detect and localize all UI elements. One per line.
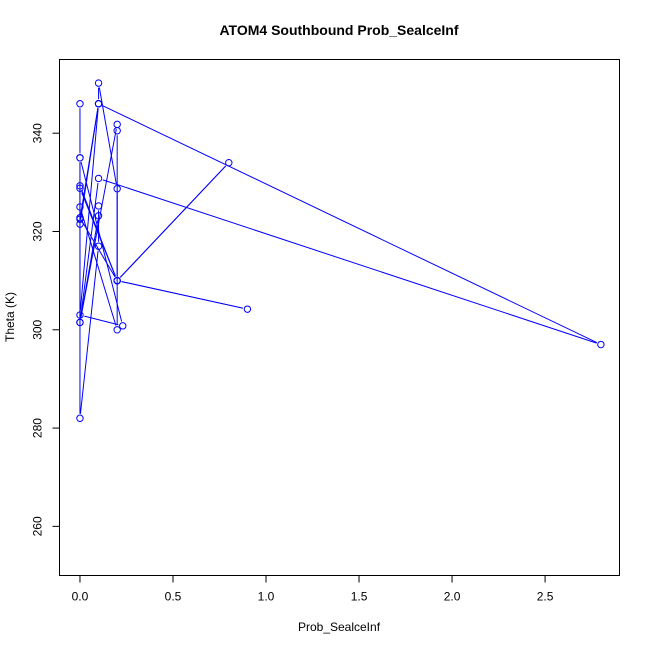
series-line-segment [102, 105, 598, 344]
data-point [113, 326, 121, 334]
x-tick-label: 0.0 [72, 590, 89, 604]
x-tick-label: 1.0 [258, 590, 275, 604]
plot-frame [59, 59, 620, 576]
data-point [76, 414, 84, 422]
series-line-segment [102, 179, 597, 344]
data-point [76, 220, 84, 228]
x-tick-label: 2.5 [537, 590, 554, 604]
data-point [76, 203, 84, 211]
data-point [76, 182, 84, 190]
data-point [76, 311, 84, 319]
data-point [113, 276, 121, 285]
x-tick-label: 0.5 [165, 590, 182, 604]
series-line-segment [119, 165, 227, 278]
data-point [225, 159, 233, 167]
series-lines [79, 87, 598, 414]
series-line-segment [80, 108, 99, 215]
x-axis-label: Prob_SealceInf [298, 620, 381, 634]
data-point [94, 79, 103, 87]
x-axis: 0.0 0.5 1.0 1.5 2.0 2.5 [72, 575, 554, 604]
series-line-segment [79, 250, 99, 414]
data-point [94, 100, 103, 108]
data-point [76, 215, 84, 223]
series-line-segment [121, 281, 244, 309]
series-line-segment [80, 220, 99, 319]
data-point [76, 184, 84, 192]
y-axis-label: Theta (K) [3, 292, 17, 342]
data-point [94, 212, 103, 220]
y-tick-label: 260 [31, 516, 45, 536]
data-point [119, 322, 127, 330]
y-tick-label: 320 [31, 221, 45, 241]
y-axis: 260 280 300 320 340 [31, 123, 60, 536]
series-line-segment [98, 87, 117, 185]
x-tick-label: 1.5 [351, 590, 368, 604]
series-line-segment [80, 162, 123, 322]
data-point [94, 174, 103, 183]
chart-title: ATOM4 Southbound Prob_SealceInf [219, 22, 458, 38]
data-point [243, 305, 252, 313]
y-tick-label: 340 [31, 123, 45, 143]
data-point [113, 120, 121, 129]
x-tick-label: 2.0 [444, 590, 461, 604]
data-point [94, 202, 103, 210]
data-point [113, 185, 121, 193]
series-line-segment [84, 315, 119, 326]
series-points [76, 79, 605, 422]
data-point [76, 154, 84, 162]
y-tick-label: 300 [31, 319, 45, 339]
y-tick-label: 280 [31, 418, 45, 438]
data-point [94, 242, 103, 250]
data-point [597, 340, 605, 349]
data-point [113, 127, 121, 135]
data-point [76, 100, 84, 108]
series-line-segment [79, 108, 99, 311]
data-point [76, 318, 84, 327]
